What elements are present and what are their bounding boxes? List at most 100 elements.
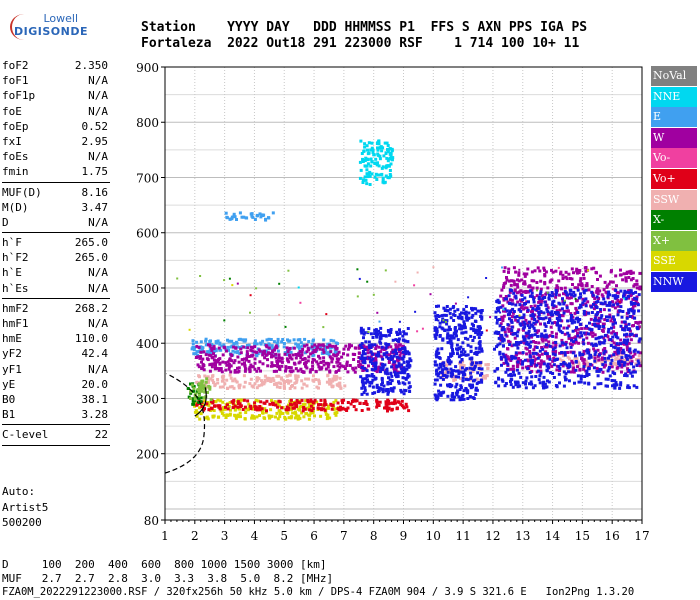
- echo-point: [589, 317, 593, 321]
- echo-point: [574, 368, 578, 372]
- echo-point: [566, 351, 570, 354]
- echo-point: [360, 345, 364, 349]
- echo-point: [360, 331, 364, 335]
- echo-point: [506, 327, 510, 331]
- param-value: 268.2: [74, 301, 108, 315]
- echo-point: [612, 303, 616, 307]
- echo-point: [511, 311, 515, 315]
- echo-point: [269, 377, 273, 381]
- echo-point: [619, 305, 623, 309]
- echo-point: [286, 408, 290, 412]
- echo-point: [546, 363, 550, 367]
- echo-point: [186, 387, 190, 390]
- echo-point: [459, 377, 462, 380]
- echo-point: [462, 323, 466, 327]
- echo-point: [358, 277, 361, 280]
- echo-point: [369, 332, 373, 336]
- echo-point: [590, 285, 594, 288]
- echo-point: [530, 270, 534, 274]
- echo-point: [627, 308, 631, 312]
- echo-point: [346, 347, 350, 351]
- echo-point: [389, 345, 393, 349]
- echo-point: [274, 344, 278, 348]
- echo-point: [307, 377, 311, 381]
- echo-point: [506, 313, 510, 317]
- echo-point: [543, 382, 547, 386]
- echo-point: [544, 343, 548, 347]
- echo-point: [439, 383, 443, 387]
- echo-point: [278, 368, 282, 371]
- echo-point: [260, 407, 264, 411]
- echo-point: [247, 402, 251, 406]
- echo-point: [366, 351, 370, 355]
- echo-point: [534, 375, 538, 378]
- echo-point: [464, 305, 468, 308]
- echo-point: [341, 406, 345, 410]
- echo-point: [375, 402, 379, 406]
- echo-point: [275, 374, 279, 378]
- param-value: N/A: [88, 362, 108, 376]
- echo-point: [442, 374, 445, 377]
- echo-point: [590, 290, 594, 294]
- echo-point: [448, 334, 452, 338]
- echo-point: [539, 322, 542, 326]
- echo-point: [380, 378, 384, 381]
- echo-point: [362, 391, 366, 395]
- echo-point: [309, 402, 313, 406]
- echo-point: [526, 324, 530, 328]
- echo-point: [573, 381, 576, 385]
- echo-point: [524, 318, 528, 322]
- echo-point: [603, 356, 607, 360]
- echo-point: [198, 394, 201, 397]
- echo-point: [512, 266, 516, 270]
- echo-point: [540, 332, 544, 336]
- echo-point: [596, 300, 600, 303]
- echo-point: [606, 295, 610, 299]
- echo-point: [449, 367, 453, 371]
- echo-point: [224, 361, 228, 365]
- echo-point: [330, 407, 334, 411]
- echo-point: [376, 311, 379, 314]
- echo-point: [543, 268, 546, 272]
- echo-point: [569, 350, 573, 354]
- echo-point: [401, 376, 405, 380]
- echo-point: [532, 314, 536, 318]
- echo-point: [558, 351, 562, 355]
- y-tick-label: 800: [136, 116, 159, 130]
- echo-point: [204, 339, 208, 343]
- echo-point: [624, 278, 628, 282]
- echo-point: [384, 166, 388, 170]
- echo-point: [238, 337, 242, 341]
- echo-point: [564, 340, 568, 344]
- echo-point: [283, 417, 287, 421]
- echo-point: [570, 314, 573, 317]
- echo-point: [280, 406, 284, 410]
- echo-point: [255, 379, 259, 383]
- echo-point: [263, 378, 267, 382]
- echo-point: [621, 310, 625, 313]
- echo-point: [544, 324, 548, 328]
- echo-point: [550, 291, 554, 294]
- echo-point: [611, 384, 614, 388]
- echo-point: [210, 374, 214, 378]
- echo-point: [234, 379, 238, 383]
- echo-point: [294, 374, 298, 378]
- echo-point: [378, 331, 382, 335]
- param-name: yE: [2, 377, 16, 391]
- x-tick-label: 17: [634, 529, 649, 543]
- echo-point: [458, 360, 462, 364]
- echo-point: [374, 366, 377, 370]
- echo-point: [276, 340, 280, 344]
- echo-point: [402, 360, 406, 364]
- echo-point: [275, 359, 279, 363]
- echo-point: [574, 340, 578, 344]
- echo-point: [319, 367, 323, 371]
- echo-point: [504, 370, 508, 374]
- echo-point: [374, 369, 378, 372]
- echo-point: [204, 375, 208, 379]
- echo-point: [236, 366, 239, 370]
- param-row: foF1 N/A: [2, 73, 110, 88]
- param-value: N/A: [88, 89, 108, 103]
- echo-point: [615, 284, 618, 288]
- echo-point: [460, 394, 464, 398]
